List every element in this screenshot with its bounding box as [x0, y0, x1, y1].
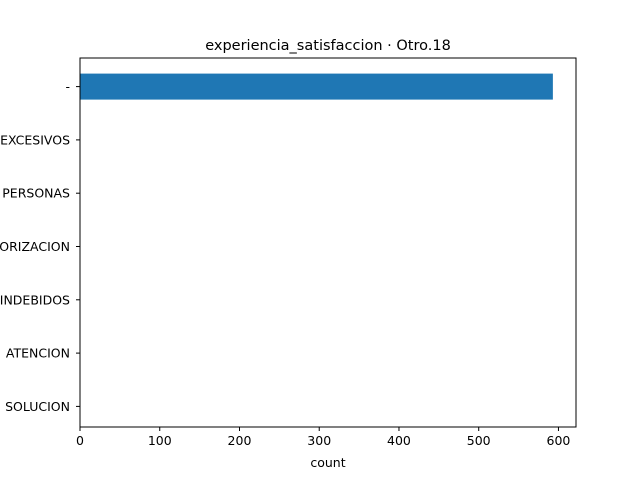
x-tick-label: 300: [307, 433, 331, 448]
y-tick-label: EXCESIVOS: [0, 132, 70, 147]
bars-group: [80, 73, 553, 100]
plot-frame: [79, 57, 577, 428]
y-tick-label: SOLUCION: [5, 399, 70, 414]
y-tick-label: INDEBIDOS: [0, 292, 70, 307]
x-tick-label: 600: [547, 433, 571, 448]
x-tick-label: 0: [76, 433, 84, 448]
x-axis: 0 100 200 300 400 500 600: [76, 427, 570, 448]
x-axis-label: count: [310, 455, 345, 470]
y-tick-label: PERSONAS: [2, 186, 70, 201]
x-tick-label: 500: [467, 433, 491, 448]
x-tick-label: 200: [228, 433, 252, 448]
bar: [80, 73, 553, 100]
y-tick-label: ATENCION: [6, 346, 70, 361]
x-tick-label: 100: [148, 433, 172, 448]
y-tick-label: -: [65, 79, 70, 94]
chart-title: experiencia_satisfaccion · Otro.18: [205, 38, 451, 54]
y-tick-label: ORIZACION: [0, 239, 70, 254]
x-tick-label: 400: [387, 433, 411, 448]
y-axis: SOLUCION ATENCION INDEBIDOS ORIZACION PERSON…: [0, 79, 80, 414]
